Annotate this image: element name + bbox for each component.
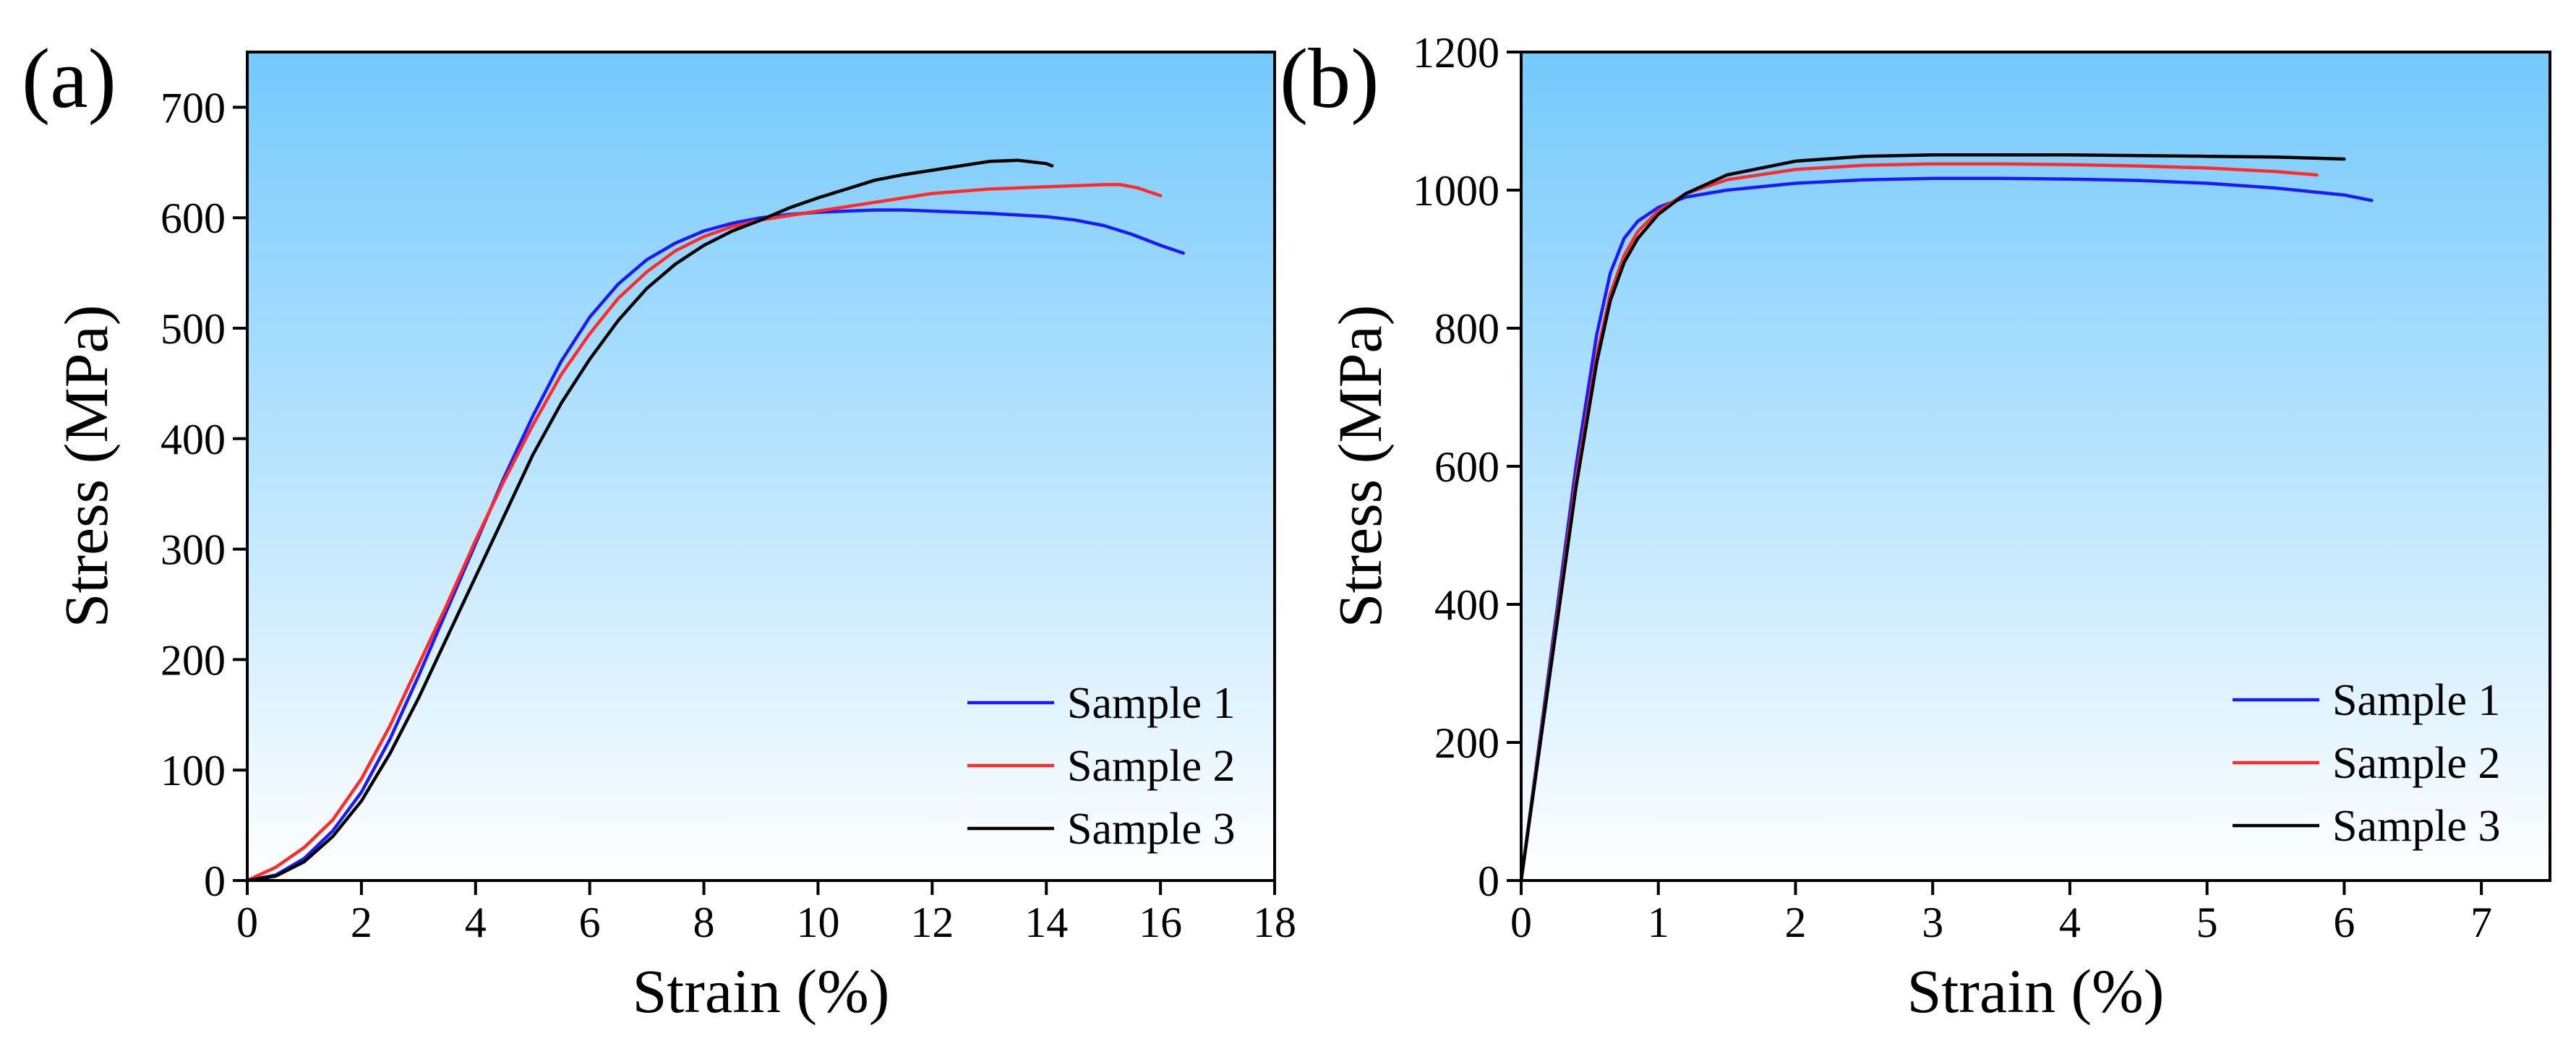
- y-tick-label: 800: [1434, 305, 1499, 353]
- y-tick-label: 600: [161, 194, 226, 242]
- x-tick-label: 14: [1024, 899, 1068, 946]
- y-tick-label: 300: [161, 526, 226, 574]
- y-tick-label: 400: [161, 416, 226, 463]
- y-tick-label: 200: [1434, 719, 1499, 767]
- y-tick-label: 0: [1478, 857, 1499, 905]
- x-tick-label: 6: [2333, 899, 2355, 946]
- x-tick-label: 0: [236, 899, 258, 946]
- series-line-sample-1: [1521, 176, 2374, 881]
- y-tick-label: 1000: [1413, 167, 1499, 215]
- legend-label-sample-2: Sample 2: [2332, 739, 2500, 788]
- y-tick-label: 500: [161, 305, 226, 353]
- series-line-sample-2: [247, 183, 1163, 881]
- legend-label-sample-1: Sample 1: [2332, 676, 2500, 725]
- x-tick-label: 7: [2470, 899, 2492, 946]
- y-tick-label: 400: [1434, 581, 1499, 629]
- x-axis-title: Strain (%): [1907, 956, 2165, 1026]
- y-axis-title: Stress (MPa): [51, 305, 121, 628]
- x-tick-label: 2: [1784, 899, 1806, 946]
- y-tick-label: 600: [1434, 443, 1499, 491]
- y-tick-label: 0: [204, 857, 226, 905]
- x-tick-label: 3: [1922, 899, 1943, 946]
- y-tick-label: 100: [161, 747, 226, 794]
- x-tick-label: 5: [2196, 899, 2218, 946]
- legend: Sample 1 Sample 2 Sample 3: [2233, 676, 2500, 851]
- x-axis-title: Strain (%): [633, 956, 890, 1026]
- x-tick-label: 18: [1253, 899, 1296, 946]
- chart-panel-1: 0 2 4 6 8 10 12 14 16 18 0 100 200 300 400 500 600 700 Str…: [22, 31, 1296, 1026]
- plot-background: [247, 52, 1275, 881]
- x-tick-label: 6: [579, 899, 601, 946]
- x-tick-label: 4: [2059, 899, 2081, 946]
- legend-label-sample-1: Sample 1: [1067, 679, 1235, 728]
- x-tick-label: 4: [465, 899, 487, 946]
- x-tick-label: 12: [910, 899, 954, 946]
- legend-label-sample-2: Sample 2: [1067, 742, 1235, 791]
- x-tick-label: 0: [1510, 899, 1532, 946]
- series-line-sample-3: [247, 158, 1054, 881]
- y-tick-label: 1200: [1413, 29, 1499, 77]
- y-tick-label: 200: [161, 636, 226, 684]
- x-tick-label: 16: [1139, 899, 1182, 946]
- chart-panel-2: 0 1 2 3 4 5 6 7 0 200 400 600 800 1000 1200 Strain (%) S…: [1280, 29, 2551, 1026]
- x-tick-label: 1: [1648, 899, 1669, 946]
- panel-label: (b): [1280, 31, 1379, 126]
- x-tick-label: 8: [693, 899, 715, 946]
- legend: Sample 1 Sample 2 Sample 3: [967, 679, 1235, 854]
- legend-label-sample-3: Sample 3: [2332, 802, 2500, 851]
- x-tick-label: 2: [351, 899, 372, 946]
- series-group: [247, 158, 1185, 881]
- legend-label-sample-3: Sample 3: [1067, 805, 1235, 854]
- y-tick-label: 700: [161, 84, 226, 132]
- series-group: [1521, 153, 2374, 881]
- x-tick-label: 10: [796, 899, 839, 946]
- plot-frame: [246, 51, 1276, 882]
- y-axis-title: Stress (MPa): [1325, 305, 1395, 628]
- series-line-sample-3: [1521, 153, 2346, 881]
- panel-label: (a): [22, 31, 116, 126]
- series-line-sample-1: [247, 208, 1185, 881]
